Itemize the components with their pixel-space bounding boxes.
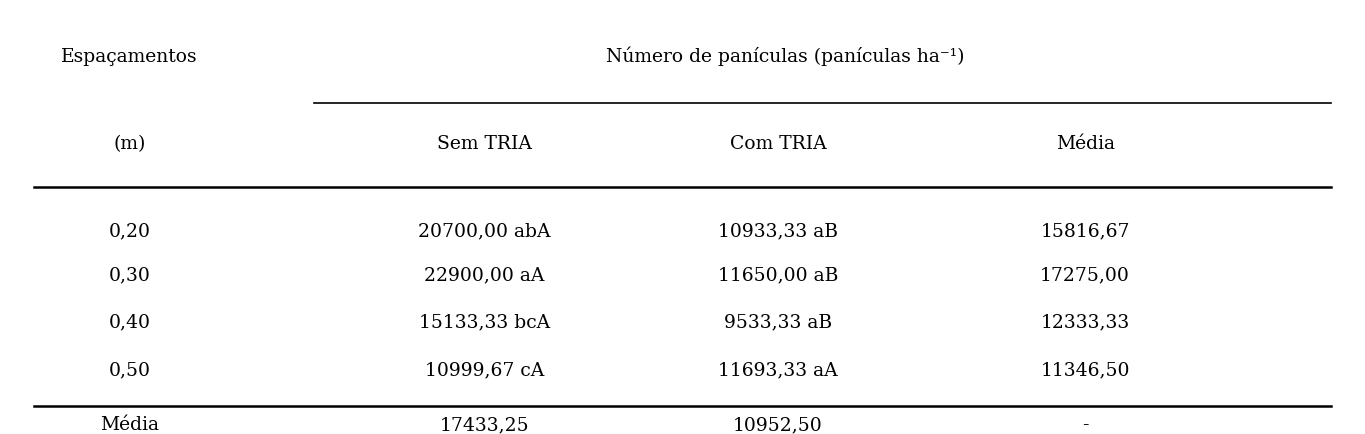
Text: Sem TRIA: Sem TRIA: [437, 135, 532, 153]
Text: Com TRIA: Com TRIA: [730, 135, 826, 153]
Text: 15133,33 bcA: 15133,33 bcA: [419, 313, 550, 331]
Text: 0,20: 0,20: [109, 222, 150, 240]
Text: Espaçamentos: Espaçamentos: [61, 47, 198, 66]
Text: 15816,67: 15816,67: [1040, 222, 1130, 240]
Text: 11346,50: 11346,50: [1040, 361, 1130, 379]
Text: 10952,50: 10952,50: [733, 415, 823, 434]
Text: 11650,00 aB: 11650,00 aB: [718, 265, 838, 283]
Text: Média: Média: [100, 415, 160, 434]
Text: 22900,00 aA: 22900,00 aA: [425, 265, 545, 283]
Text: 0,30: 0,30: [109, 265, 150, 283]
Text: 0,40: 0,40: [109, 313, 150, 331]
Text: 20700,00 abA: 20700,00 abA: [418, 222, 551, 240]
Text: 0,50: 0,50: [109, 361, 150, 379]
Text: 11693,33 aA: 11693,33 aA: [718, 361, 838, 379]
Text: 10933,33 aB: 10933,33 aB: [718, 222, 838, 240]
Text: 9533,33 aB: 9533,33 aB: [723, 313, 833, 331]
Text: 17433,25: 17433,25: [440, 415, 530, 434]
Text: Número de panículas (panículas ha⁻¹): Número de panículas (panículas ha⁻¹): [606, 47, 964, 66]
Text: (m): (m): [113, 135, 146, 153]
Text: 17275,00: 17275,00: [1040, 265, 1130, 283]
Text: -: -: [1082, 415, 1088, 434]
Text: Média: Média: [1055, 135, 1115, 153]
Text: 12333,33: 12333,33: [1040, 313, 1130, 331]
Text: 10999,67 cA: 10999,67 cA: [425, 361, 545, 379]
